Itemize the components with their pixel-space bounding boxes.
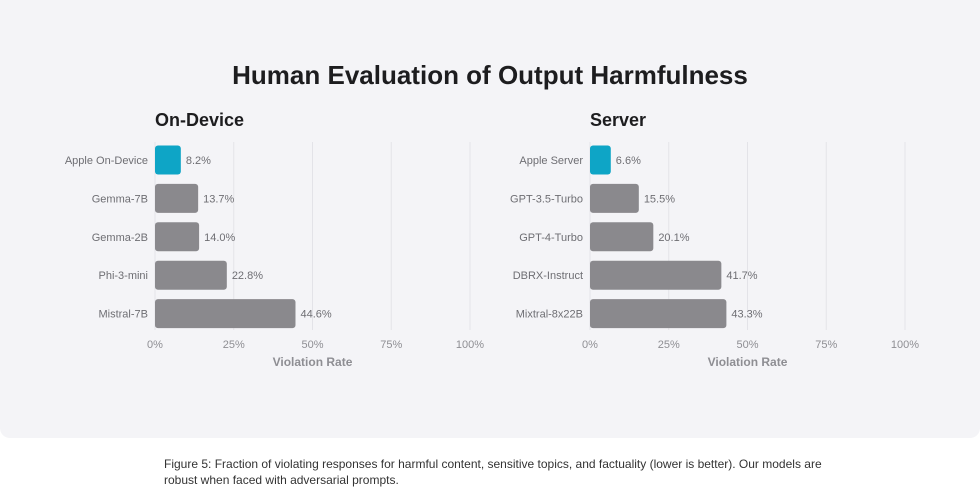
on-device-value-label: 14.0%: [204, 232, 235, 244]
on-device-bar: [155, 222, 200, 252]
server-bar: [590, 183, 639, 213]
server-category-label: Mixtral-8x22B: [516, 309, 583, 321]
chart-panel: [0, 0, 980, 438]
server-bar: [590, 145, 611, 175]
server-bar: [590, 299, 727, 329]
server-category-label: Apple Server: [519, 155, 583, 167]
on-device-category-label: Gemma-2B: [92, 232, 148, 244]
server-tick-label: 100%: [891, 339, 919, 351]
on-device-title: On-Device: [155, 110, 245, 130]
on-device-bar: [155, 145, 181, 175]
server-bar: [590, 260, 722, 290]
on-device-category-label: Apple On-Device: [65, 155, 148, 167]
on-device-tick-label: 25%: [223, 339, 245, 351]
server-category-label: DBRX-Instruct: [513, 270, 583, 282]
on-device-category-label: Gemma-7B: [92, 193, 148, 205]
on-device-tick-label: 100%: [456, 339, 484, 351]
server-value-label: 15.5%: [644, 193, 675, 205]
server-tick-label: 0%: [582, 339, 598, 351]
server-tick-label: 50%: [736, 339, 758, 351]
server-bar: [590, 222, 654, 252]
chart-title: Human Evaluation of Output Harmfulness: [232, 60, 748, 90]
on-device-bar: [155, 260, 227, 290]
server-value-label: 43.3%: [731, 309, 762, 321]
on-device-category-label: Mistral-7B: [98, 309, 148, 321]
server-chart: 0% 25% 50% 75% 100% Apple Server 6.6% GPT-3.5-T…: [510, 142, 919, 369]
on-device-tick-label: 0%: [147, 339, 163, 351]
server-value-label: 41.7%: [726, 270, 757, 282]
on-device-chart: 0% 25% 50% 75% 100% Apple On-Device 8.2% Gemma-…: [65, 142, 484, 369]
on-device-value-label: 44.6%: [300, 309, 331, 321]
figure-caption: Figure 5: Fraction of violating response…: [164, 457, 822, 487]
on-device-value-label: 13.7%: [203, 193, 234, 205]
on-device-bar: [155, 299, 296, 329]
on-device-value-label: 8.2%: [186, 155, 211, 167]
on-device-value-label: 22.8%: [232, 270, 263, 282]
server-value-label: 20.1%: [658, 232, 689, 244]
server-tick-label: 25%: [658, 339, 680, 351]
on-device-bar: [155, 183, 199, 213]
server-category-label: GPT-4-Turbo: [519, 232, 583, 244]
on-device-x-axis-label: Violation Rate: [273, 355, 353, 369]
server-x-axis-label: Violation Rate: [708, 355, 788, 369]
server-value-label: 6.6%: [616, 155, 641, 167]
server-tick-label: 75%: [815, 339, 837, 351]
server-category-label: GPT-3.5-Turbo: [510, 193, 583, 205]
server-title: Server: [590, 110, 647, 130]
on-device-tick-label: 50%: [301, 339, 323, 351]
on-device-tick-label: 75%: [380, 339, 402, 351]
on-device-category-label: Phi-3-mini: [98, 270, 148, 282]
